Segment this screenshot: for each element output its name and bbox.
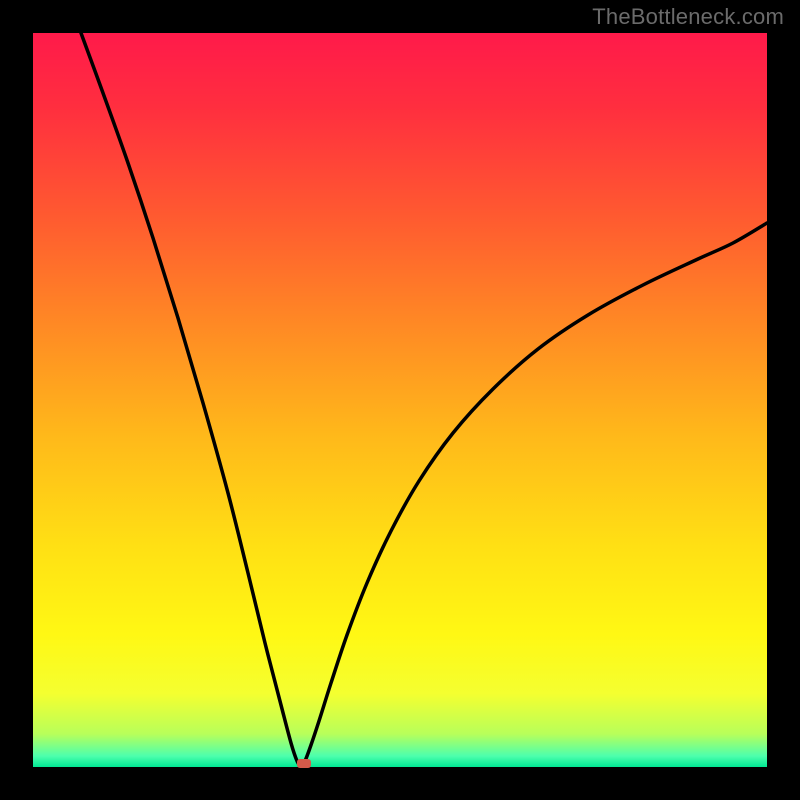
bottleneck-curve: [81, 33, 767, 767]
chart-curve-layer: [33, 33, 767, 767]
watermark-text: TheBottleneck.com: [592, 4, 784, 30]
chart-plot-area: [33, 33, 767, 767]
minimum-marker: [297, 759, 311, 768]
